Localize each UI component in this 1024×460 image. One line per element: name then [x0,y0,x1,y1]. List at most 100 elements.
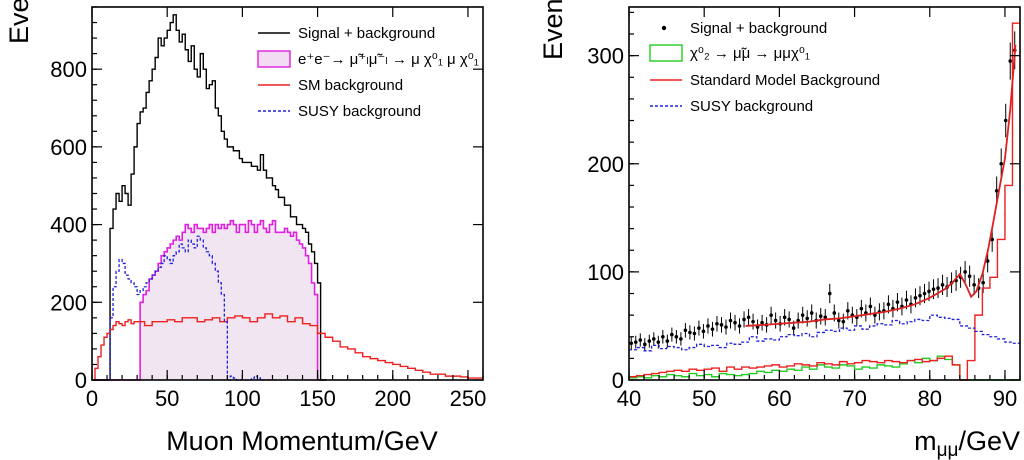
point-marker [728,318,733,323]
data-point [633,335,638,349]
point-marker [773,318,778,323]
data-point [697,320,701,336]
data-point [692,326,697,341]
point-marker [782,315,787,320]
data-point [868,297,873,316]
right-x-axis-title: mμμ/GeV [914,426,1020,460]
point-marker [868,304,873,309]
data-point [873,306,877,324]
y-tick-label: 800 [50,57,87,82]
data-point [647,334,652,348]
data-point [787,311,791,328]
point-marker [805,316,810,321]
data-point [1003,103,1008,138]
data-point [656,335,661,349]
point-marker [638,338,643,342]
point-marker [665,339,670,343]
data-point [642,338,647,351]
point-marker [769,313,773,317]
left-series-sm-background [92,313,483,381]
point-marker [886,302,891,307]
data-point [683,322,688,338]
left-series-signal [92,219,324,381]
point-marker [1003,118,1008,123]
left-legend: Signal + background e⁺e⁻→ μ̃⁺ₗμ̃⁻ₗ → μ χ⁰… [257,25,479,120]
data-point [972,274,976,296]
left-axes: 0 50 100 150 200 250 0 200 400 600 800 [50,6,486,411]
legend-entry: SUSY background [258,103,421,120]
right-series-susy-background [629,314,1020,352]
data-point [724,319,728,335]
point-marker [904,298,909,302]
data-point [981,272,985,293]
legend-label: SM background [298,77,403,94]
legend-marker [661,25,667,31]
left-series-signal-plus-background [92,14,327,381]
x-tick-label: 50 [692,386,716,411]
data-point [679,332,683,346]
y-tick-label: 100 [587,260,624,285]
y-tick-label: 400 [50,213,87,238]
point-marker [791,326,796,330]
point-marker [895,300,900,304]
left-data-layer [92,14,483,381]
point-marker [963,270,967,274]
left-series-signal-fill [92,220,324,380]
data-point [629,336,634,350]
legend-label: SUSY background [298,103,421,120]
point-marker [683,328,688,333]
point-marker [661,334,665,339]
legend-swatch [649,44,683,62]
point-marker [760,320,764,325]
y-tick-label: 600 [50,135,87,160]
data-point [1008,42,1013,80]
point-marker [751,319,755,324]
point-marker [800,313,805,317]
point-marker [931,287,936,291]
data-point [827,283,832,304]
y-tick-label: 0 [75,368,87,393]
left-series-susy-background [92,235,276,381]
x-tick-label: 60 [767,386,791,411]
left-chart: 0 50 100 150 200 250 0 200 400 600 800 Events Muon… [4,0,486,456]
right-x-axis-title-rest: /GeV [958,426,1020,456]
point-marker [846,309,850,313]
point-marker [967,274,972,279]
data-point [850,306,855,324]
point-marker [859,306,864,311]
data-point [751,313,755,330]
point-marker [809,311,814,315]
x-tick-label: 50 [155,386,179,411]
point-marker [1008,59,1013,63]
point-marker [706,324,710,328]
legend-entry: SM background [258,77,403,94]
point-marker [796,318,800,323]
y-tick-label: 200 [50,290,87,315]
x-tick-label: 40 [617,386,641,411]
legend-label: Signal + background [690,20,827,37]
point-marker [832,311,837,315]
data-point [900,297,904,316]
data-point [715,315,719,332]
point-marker [679,337,683,341]
data-point [688,325,692,340]
legend-label: Standard Model Background [690,72,880,89]
point-marker [994,188,999,193]
point-marker [697,326,701,330]
point-marker [985,259,990,263]
right-x-axis-title-main: m [914,426,937,456]
right-y-axis-title: Events [538,0,568,60]
point-marker [652,337,656,341]
point-marker [918,293,922,298]
legend-label: SUSY background [690,98,813,115]
left-y-axis-title: Events [4,0,34,44]
legend-entry: e⁺e⁻→ μ̃⁺ₗμ̃⁻ₗ → μ χ⁰₁ μ χ⁰₁ [257,50,479,68]
data-point [805,310,810,327]
data-point [836,312,841,329]
data-point [719,317,724,333]
point-marker [742,317,746,322]
legend-entry: Signal + background [258,25,435,42]
right-data-layer [629,22,1020,381]
data-point [967,265,972,287]
data-point [891,299,895,318]
